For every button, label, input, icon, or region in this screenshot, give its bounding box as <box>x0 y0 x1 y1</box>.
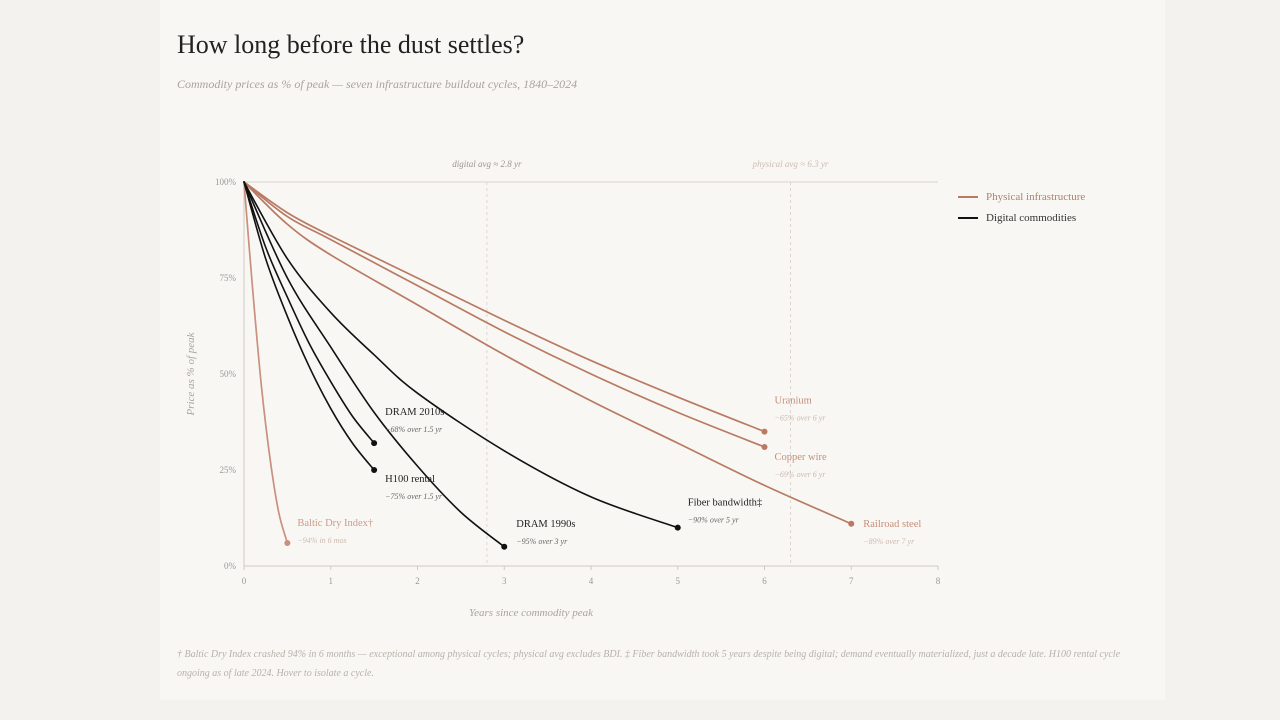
page-title: How long before the dust settles? <box>177 30 525 59</box>
legend-item-digital[interactable]: Digital commodities <box>958 207 1085 228</box>
x-axis-label: Years since commodity peak <box>469 607 594 619</box>
x-tick-label: 7 <box>849 576 854 586</box>
series-line-railroad-steel <box>243 181 853 525</box>
series-endpoint-baltic-dry-index <box>284 539 291 546</box>
x-tick-label: 5 <box>676 576 681 586</box>
reference-line-label: digital avg ≈ 2.8 yr <box>452 159 522 169</box>
series-label-dram-1990s: DRAM 1990s <box>516 519 575 530</box>
legend: Physical infrastructure Digital commodit… <box>958 186 1085 228</box>
series-label-h100-rental: H100 rental <box>385 474 435 485</box>
series-note-dram-1990s: −95% over 3 yr <box>516 537 568 546</box>
series-label-baltic-dry-index: Baltic Dry Index† <box>297 518 373 529</box>
y-axis-label: Price as % of peak <box>185 331 197 416</box>
series-line-copper-wire <box>243 181 766 448</box>
series-note-dram-2010s: −68% over 1.5 yr <box>385 425 443 434</box>
series-endpoint-h100-rental <box>371 467 378 473</box>
series-line-dram-1990s <box>243 181 506 548</box>
chart-card <box>160 0 1165 700</box>
series-endpoint-copper-wire <box>761 443 768 450</box>
series-line-uranium <box>243 181 766 433</box>
series-endpoint-uranium <box>761 428 768 435</box>
series-label-railroad-steel: Railroad steel <box>863 519 921 530</box>
series-label-uranium: Uranium <box>775 396 812 407</box>
x-tick-label: 3 <box>502 576 507 586</box>
y-tick-label: 25% <box>220 465 237 475</box>
series-note-copper-wire: −69% over 6 yr <box>775 470 827 479</box>
x-tick-label: 4 <box>589 576 594 586</box>
legend-label-physical: Physical infrastructure <box>986 190 1086 203</box>
legend-swatch-digital <box>958 216 978 219</box>
x-tick-label: 8 <box>936 576 941 586</box>
series-note-uranium: −65% over 6 yr <box>775 414 827 423</box>
y-tick-label: 50% <box>220 369 237 379</box>
x-tick-label: 0 <box>242 576 247 586</box>
legend-item-physical[interactable]: Physical infrastructure <box>958 186 1085 207</box>
series-endpoint-fiber-bandwidth <box>674 524 681 531</box>
y-tick-label: 100% <box>215 177 237 187</box>
footnote: † Baltic Dry Index crashed 94% in 6 mont… <box>177 649 1121 679</box>
series-note-baltic-dry-index: −94% in 6 mos <box>297 536 346 545</box>
series-note-railroad-steel: −89% over 7 yr <box>863 537 915 546</box>
y-tick-label: 75% <box>220 273 237 283</box>
series-line-fiber-bandwidth <box>243 181 679 529</box>
series-line-dram-2010s <box>243 181 375 444</box>
legend-swatch-physical <box>958 195 978 198</box>
series-endpoint-dram-2010s <box>371 440 378 447</box>
x-tick-label: 6 <box>762 576 767 586</box>
page-subtitle: Commodity prices as % of peak — seven in… <box>177 77 578 91</box>
series-label-fiber-bandwidth: Fiber bandwidth‡ <box>688 498 762 509</box>
series-endpoint-dram-1990s <box>501 543 508 550</box>
legend-label-digital: Digital commodities <box>986 211 1077 224</box>
y-tick-label: 0% <box>224 561 237 571</box>
series-label-dram-2010s: DRAM 2010s <box>385 407 444 418</box>
series-line-h100-rental <box>243 181 375 471</box>
series-note-h100-rental: −75% over 1.5 yr <box>385 492 443 501</box>
x-tick-label: 2 <box>415 576 420 586</box>
reference-line-label: physical avg ≈ 6.3 yr <box>752 159 829 169</box>
series-endpoint-railroad-steel <box>848 520 855 527</box>
series-note-fiber-bandwidth: −90% over 5 yr <box>688 516 740 525</box>
x-tick-label: 1 <box>329 576 334 586</box>
series-line-baltic-dry-index <box>243 181 289 544</box>
series-label-copper-wire: Copper wire <box>775 452 828 463</box>
